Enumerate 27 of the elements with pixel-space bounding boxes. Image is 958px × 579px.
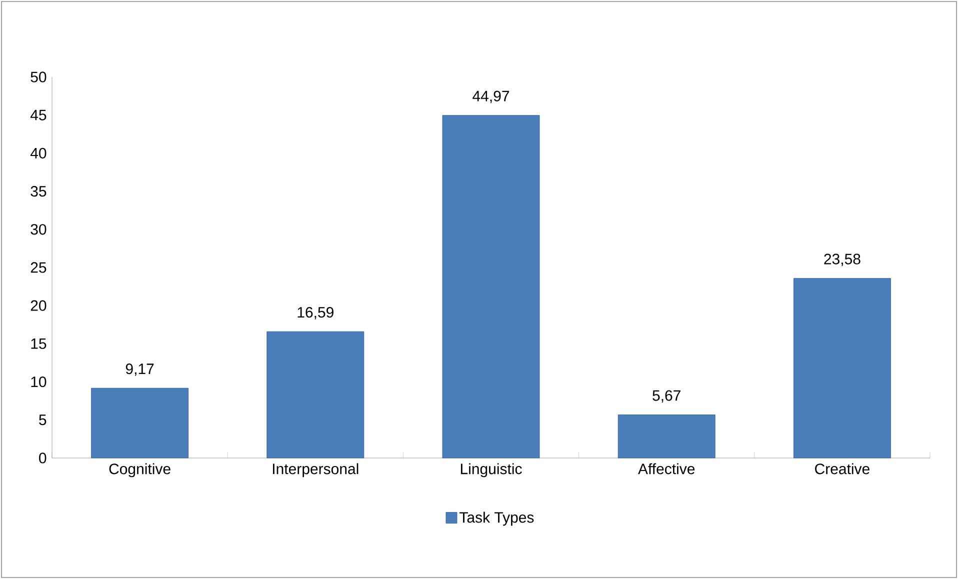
x-tick-label: Interpersonal bbox=[273, 463, 358, 478]
legend-label: Task Types bbox=[460, 512, 534, 526]
y-tick-label: 40 bbox=[30, 148, 46, 159]
bar bbox=[266, 331, 364, 458]
data-label: 44,97 bbox=[472, 90, 510, 104]
y-tick-label: 20 bbox=[30, 300, 46, 311]
y-tick-label: 30 bbox=[30, 224, 46, 235]
bar bbox=[442, 115, 540, 458]
bar bbox=[794, 278, 891, 458]
y-tick-label: 35 bbox=[30, 186, 46, 197]
x-tick-label: Creative bbox=[815, 463, 870, 474]
y-tick-label: 0 bbox=[39, 452, 46, 464]
data-label: 23,58 bbox=[824, 254, 860, 266]
data-label: 16,59 bbox=[298, 306, 334, 320]
y-tick-label: 50 bbox=[30, 72, 46, 82]
bar bbox=[618, 414, 716, 458]
y-tick-label: 25 bbox=[30, 262, 46, 273]
x-tick-label: Linguistic bbox=[460, 463, 522, 478]
x-tick-label: Cognitive bbox=[109, 463, 170, 478]
bar bbox=[91, 388, 189, 458]
y-tick-label: 10 bbox=[31, 376, 46, 388]
y-tick-label: 5 bbox=[39, 414, 46, 426]
data-label: 9,17 bbox=[126, 364, 154, 376]
x-tick-label: Affective bbox=[638, 463, 695, 474]
y-tick-label: 15 bbox=[31, 338, 46, 349]
y-tick-label: 45 bbox=[30, 110, 46, 120]
data-label: 5,67 bbox=[652, 390, 680, 403]
